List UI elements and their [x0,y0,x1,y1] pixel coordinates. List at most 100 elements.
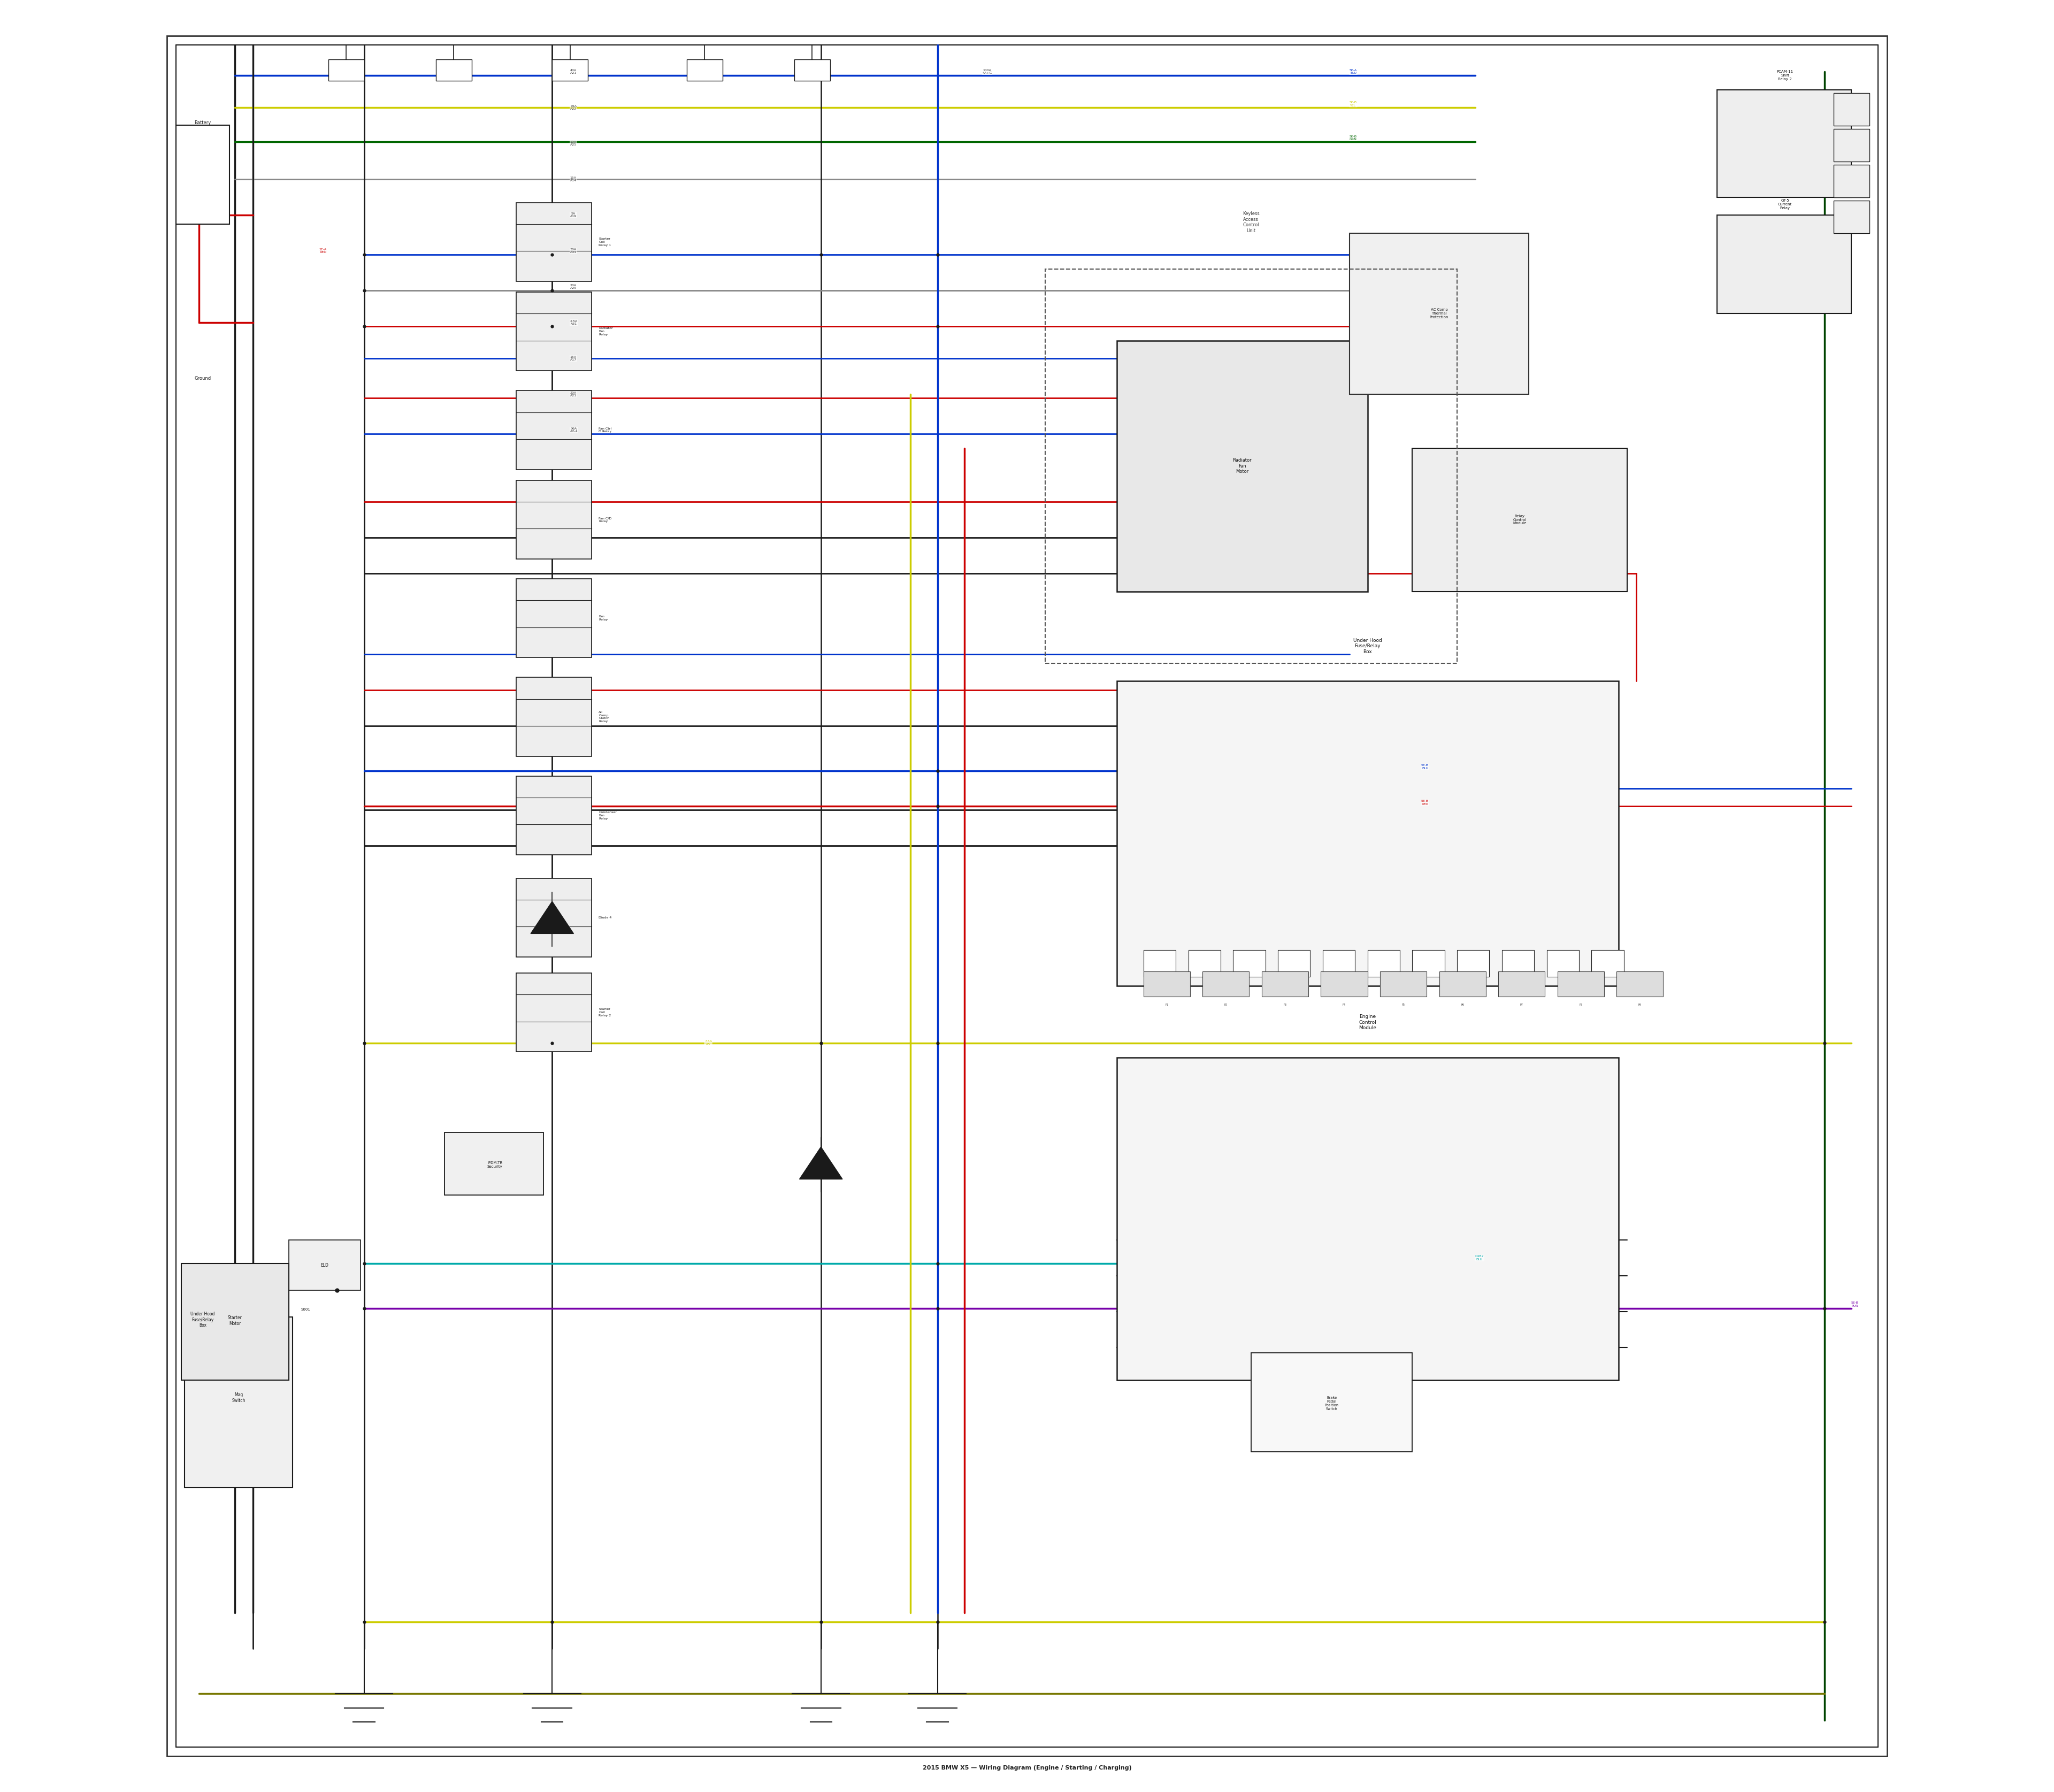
Bar [177,125,230,224]
Text: 5E-B
PUR: 5E-B PUR [1851,1301,1859,1308]
Text: Fan C/D
Relay: Fan C/D Relay [598,516,612,523]
Text: 5E-B
YEL: 5E-B YEL [1349,100,1358,108]
Text: 5E-B
GRN: 5E-B GRN [1349,134,1358,142]
Text: Radiator
Fan
Relay: Radiator Fan Relay [598,328,612,335]
Bar [444,1133,542,1195]
Text: Under Hood
Fuse/Relay
Box: Under Hood Fuse/Relay Box [191,1312,216,1328]
Bar [516,776,592,855]
Bar [1456,950,1489,977]
Bar [1834,129,1869,161]
Text: Engine
Control
Module: Engine Control Module [1358,1014,1376,1030]
Bar [1557,971,1604,996]
Bar [516,292,592,371]
Text: 40A
A21: 40A A21 [571,68,577,75]
Bar [181,1263,290,1380]
Bar [1413,950,1444,977]
Bar [1232,950,1265,977]
Text: P6: P6 [1460,1004,1465,1005]
Text: Starter
Coil
Relay 1: Starter Coil Relay 1 [598,238,612,246]
Bar [1202,971,1249,996]
Text: Starter
Motor: Starter Motor [228,1315,242,1326]
Bar [1440,971,1485,996]
Text: 20A
A29: 20A A29 [571,283,577,290]
Text: Fan Ctrl
O Relay: Fan Ctrl O Relay [598,426,612,434]
Bar [553,59,587,81]
Text: 20A
A21: 20A A21 [571,391,577,398]
Bar [1251,1353,1413,1452]
Bar [1413,448,1627,591]
Text: Brake
Pedal
Position
Switch: Brake Pedal Position Switch [1325,1396,1339,1410]
Bar [1261,971,1308,996]
Text: 5E-B
BLU: 5E-B BLU [1421,763,1430,771]
Text: 1E-A
RED: 1E-A RED [318,247,327,254]
Text: Ground: Ground [195,376,212,382]
Bar [1045,269,1456,663]
Text: C4B7
BLU: C4B7 BLU [1475,1254,1483,1262]
Text: P8: P8 [1580,1004,1582,1005]
Text: S001: S001 [300,1308,310,1312]
Text: 5E-A
BLU: 5E-A BLU [1349,68,1358,75]
Polygon shape [530,901,573,934]
Bar [1278,950,1310,977]
Bar [1368,950,1399,977]
Text: 2015 BMW X5 — Wiring Diagram (Engine / Starting / Charging): 2015 BMW X5 — Wiring Diagram (Engine / S… [922,1765,1132,1770]
Text: P4: P4 [1343,1004,1345,1005]
Text: Battery: Battery [195,120,212,125]
Bar [1592,950,1625,977]
Polygon shape [799,1147,842,1179]
Bar [1189,950,1220,977]
Bar [1616,971,1664,996]
Text: Radiator
Fan
Motor: Radiator Fan Motor [1232,459,1251,473]
Text: Under Hood
Fuse/Relay
Box: Under Hood Fuse/Relay Box [1354,638,1382,654]
Text: P3: P3 [1284,1004,1286,1005]
Text: 5E-B
RED: 5E-B RED [1421,799,1430,806]
Text: IPDM-TR
Security: IPDM-TR Security [487,1161,503,1168]
Bar [516,202,592,281]
Text: ELD: ELD [320,1263,329,1267]
Bar [1547,950,1580,977]
Bar [1349,233,1528,394]
Bar [1717,215,1851,314]
Bar [1717,90,1851,197]
Text: Mag
Switch: Mag Switch [232,1392,244,1403]
Bar [686,59,723,81]
Bar [516,391,592,470]
Text: P1: P1 [1165,1004,1169,1005]
Text: 15A
A17: 15A A17 [571,355,577,362]
Bar [1321,971,1368,996]
Text: 10A
A25: 10A A25 [571,140,577,147]
Bar [1501,950,1534,977]
Text: Fan
Relay: Fan Relay [598,615,608,622]
Text: P9: P9 [1639,1004,1641,1005]
Text: 7.5A
A5: 7.5A A5 [705,1039,713,1047]
Text: P7: P7 [1520,1004,1524,1005]
Bar [1834,93,1869,125]
Bar [1117,681,1619,986]
Bar [516,878,592,957]
Bar [435,59,472,81]
Text: Condenser
Fan
Relay: Condenser Fan Relay [598,812,616,819]
Text: AC
Comp
Clutch
Relay: AC Comp Clutch Relay [598,711,610,722]
Bar [1144,950,1175,977]
Text: PCAM-11
Shift
Relay 2: PCAM-11 Shift Relay 2 [1777,70,1793,81]
Text: Keyless
Access
Control
Unit: Keyless Access Control Unit [1243,211,1259,233]
Text: Relay
Control
Module: Relay Control Module [1514,514,1526,525]
Text: AC Comp
Thermal
Protection: AC Comp Thermal Protection [1430,308,1448,319]
Text: P2: P2 [1224,1004,1228,1005]
Bar [1834,165,1869,197]
Bar [1144,971,1189,996]
Text: 30A
A34: 30A A34 [571,247,577,254]
Bar [329,59,364,81]
Bar [1117,1057,1619,1380]
Text: 15A
A14: 15A A14 [571,176,577,183]
Bar [1497,971,1545,996]
Text: GT-5
Current
Relay: GT-5 Current Relay [1779,199,1791,210]
Text: P5: P5 [1401,1004,1405,1005]
Text: 100A
4A+G: 100A 4A+G [982,68,992,75]
Text: Diode 4: Diode 4 [598,916,612,919]
Bar [1323,950,1356,977]
Bar [290,1240,359,1290]
Bar [795,59,830,81]
Bar [1834,201,1869,233]
Bar [516,579,592,658]
